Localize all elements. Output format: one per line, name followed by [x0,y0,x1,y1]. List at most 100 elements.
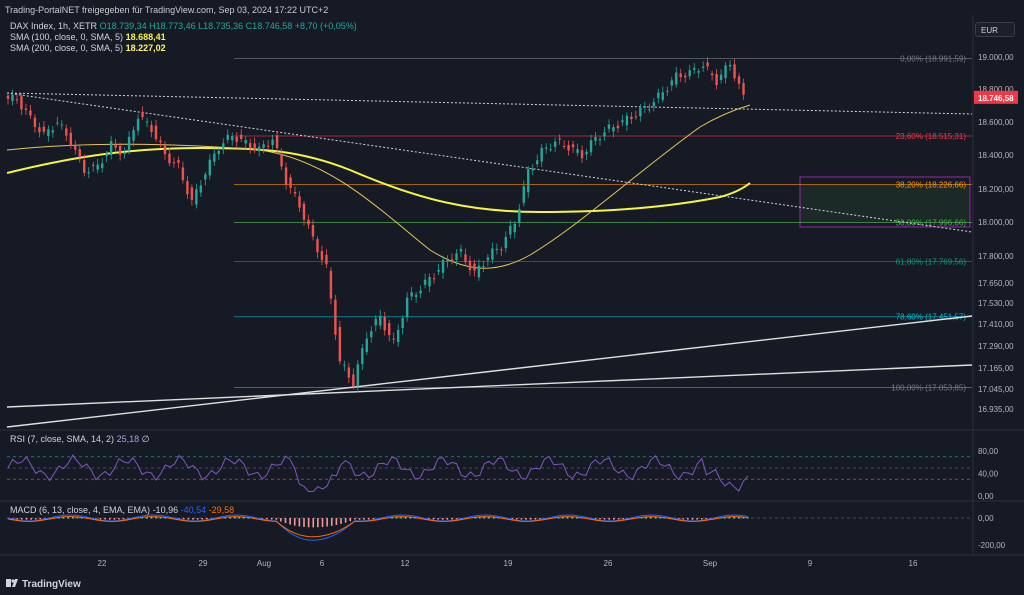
macd-histogram-bar [677,518,680,520]
sma100-line [6,104,751,269]
candle-body [275,135,279,149]
candle-body [733,64,736,79]
candle-body [347,367,351,378]
sma200-value: 18.227,02 [125,43,166,53]
candle-body [87,172,90,174]
macd-histogram-bar [488,516,490,519]
candle-body [724,65,727,79]
candle-body [612,127,615,132]
macd-histogram-bar [349,518,352,522]
macd-histogram-bar [622,518,624,520]
fib-label: 100,00% (17.053,85) [891,383,966,392]
macd-histogram-bar [280,518,282,522]
candle-body [491,248,494,260]
macd-histogram-bar [76,516,79,519]
candle-body [271,139,274,146]
sma200-label[interactable]: SMA (200, close, 0, SMA, 5) [10,43,124,53]
macd-histogram-bar [511,518,513,520]
macd-histogram-bar [391,517,393,519]
candle-body [616,125,620,129]
macd-histogram-bar [576,517,578,519]
candle-body [666,90,669,92]
candle-body [697,71,700,73]
candle-body [486,257,490,261]
macd-histogram-bar [289,518,291,525]
macd-histogram-bar [441,518,444,520]
price-tick: 17.800,00 [978,252,1014,261]
candle-body [100,163,104,169]
candle-body [145,121,149,123]
time-tick: 22 [98,559,107,568]
candle-body [728,64,732,67]
rsi-label[interactable]: RSI (7, close, SMA, 14, 2) [10,434,115,444]
time-tick: 29 [199,559,208,568]
candle-body [293,191,297,194]
price-tick: 17.650,00 [978,279,1014,288]
candle-body [410,292,413,297]
candle-body [136,118,140,131]
symbol-label[interactable]: DAX Index, 1h, XETR [10,21,98,31]
macd-histogram-bar [557,517,560,519]
candle-body [244,139,247,144]
candle-body [280,153,283,167]
macd-histogram-bar [243,516,245,519]
candle-body [284,167,288,185]
candle-body [123,152,126,154]
macd-histogram-bar [25,518,28,520]
macd-histogram-bar [515,518,518,520]
time-tick: Aug [257,559,271,568]
ascending-trendline-1 [6,315,973,428]
symbol-legend: DAX Index, 1h, XETR O18.739,34 H18.773,4… [10,21,357,31]
candle-body [464,254,467,263]
currency-button[interactable]: EUR [975,22,1015,37]
macd-histogram-bar [747,517,749,519]
candle-body [446,260,449,262]
candle-body [737,76,741,84]
tradingview-logo[interactable]: TradingView [6,578,81,590]
macd-histogram-bar [326,518,328,527]
candle-body [24,108,28,111]
macd-label[interactable]: MACD (6, 13, close, 4, EMA, EMA) [10,505,151,515]
sma100-legend: SMA (100, close, 0, SMA, 5) 18.688,41 [10,32,166,42]
macd-histogram-bar [372,518,375,520]
macd-histogram-bar [562,516,564,519]
price-tick: 17.165,00 [978,364,1014,373]
candle-body [594,137,597,141]
macd-histogram-bar [178,518,180,519]
macd-histogram-bar [534,518,537,520]
candle-body [195,189,198,205]
candle-body [553,141,557,147]
candle-body [262,144,265,148]
macd-value-1: -10,96 [152,505,179,515]
rsi-tick: 80,00 [978,447,999,456]
candle-body [701,66,705,68]
candle-body [15,99,19,101]
candle-body [437,269,440,272]
candle-body [715,74,718,85]
candle-body [356,364,360,387]
macd-histogram-bar [714,517,717,519]
candle-body [190,187,194,200]
macd-histogram-bar [363,518,365,520]
macd-histogram-bar [122,518,125,520]
macd-histogram-bar [67,516,69,519]
candle-body [11,94,14,102]
sma100-label[interactable]: SMA (100, close, 0, SMA, 5) [10,32,124,42]
macd-histogram-bar [71,516,74,519]
current-price-label: 18.746,58 [978,94,1014,103]
candle-body [370,331,373,338]
macd-histogram-bar [455,518,458,520]
candle-body [78,149,81,157]
ascending-trendline-2 [6,364,973,408]
macd-histogram-bar [404,516,407,519]
candle-body [621,120,624,123]
candle-body [217,150,220,155]
macd-histogram-bar [599,518,601,520]
candle-body [65,128,68,136]
candle-body [208,159,212,176]
candle-body [320,251,324,261]
macd-histogram-bar [159,516,162,519]
time-tick: 9 [808,559,813,568]
macd-histogram-bar [446,518,449,520]
